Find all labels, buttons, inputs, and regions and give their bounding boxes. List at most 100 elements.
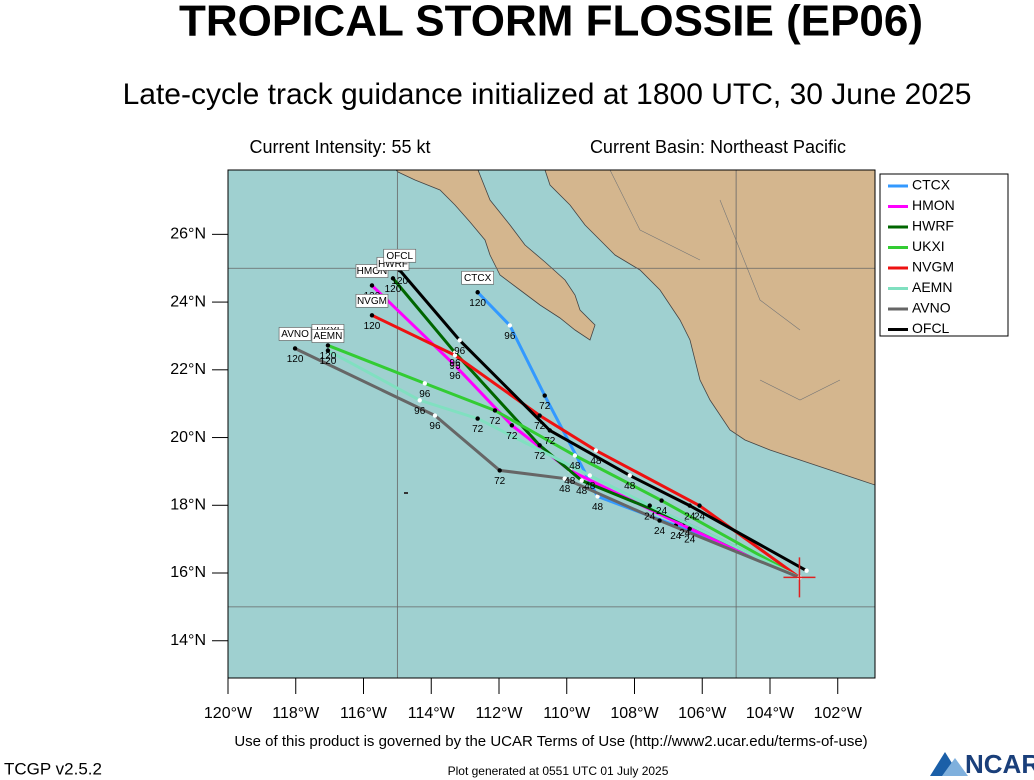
hour-label: 96 bbox=[419, 389, 431, 400]
track-point bbox=[537, 413, 542, 418]
hour-label: 48 bbox=[576, 486, 588, 497]
hour-label: 24 bbox=[670, 531, 682, 542]
x-tick-label: 116°W bbox=[340, 705, 388, 722]
track-point bbox=[369, 313, 375, 318]
y-tick-label: 26°N bbox=[170, 226, 206, 243]
hour-label: 48 bbox=[592, 502, 604, 513]
track-line bbox=[327, 344, 801, 579]
y-tick-label: 14°N bbox=[170, 632, 206, 649]
hour-label: 72 bbox=[489, 416, 501, 427]
hour-label: 120 bbox=[469, 298, 486, 309]
hour-label: 24 bbox=[684, 534, 696, 545]
y-tick-label: 20°N bbox=[170, 429, 206, 446]
track-point bbox=[659, 498, 664, 503]
track-name-box bbox=[461, 270, 494, 285]
basin: Current Basin: Northeast Pacific bbox=[590, 137, 846, 157]
legend-label: OFCL bbox=[912, 320, 950, 336]
logo-text: NCAR bbox=[965, 749, 1034, 779]
track-point bbox=[542, 393, 547, 398]
hour-label: 120 bbox=[320, 356, 337, 367]
x-tick-label: 114°W bbox=[408, 705, 456, 722]
hour-label: 120 bbox=[287, 354, 304, 365]
hour-label: 24 bbox=[644, 511, 656, 522]
terms: Use of this product is governed by the U… bbox=[234, 733, 867, 750]
track-point bbox=[547, 428, 553, 433]
hour-label: 48 bbox=[624, 481, 636, 492]
track-line bbox=[371, 313, 801, 579]
track-point bbox=[452, 353, 458, 358]
track-name: OFCL bbox=[386, 251, 413, 262]
x-tick-label: 112°W bbox=[475, 705, 523, 722]
hour-label: 48 bbox=[564, 476, 576, 487]
hour-label: 72 bbox=[539, 401, 551, 412]
x-tick-label: 104°W bbox=[746, 705, 795, 722]
hour-label: 24 bbox=[656, 506, 668, 517]
hour-label: 120 bbox=[364, 321, 381, 332]
legend-label: NVGM bbox=[912, 259, 954, 275]
track-point bbox=[325, 348, 331, 353]
track-point bbox=[497, 468, 502, 473]
track-name-box bbox=[383, 248, 417, 263]
island bbox=[404, 492, 408, 494]
baja bbox=[395, 170, 596, 341]
hour-label: 96 bbox=[429, 421, 441, 432]
track-point bbox=[804, 568, 809, 573]
version: TCGP v2.5.2 bbox=[4, 759, 102, 778]
track-point bbox=[422, 381, 428, 386]
x-tick-label: 120°W bbox=[204, 705, 253, 722]
track-point bbox=[562, 476, 567, 481]
track-point bbox=[595, 494, 600, 499]
track-name: HMON bbox=[357, 266, 388, 277]
track-point bbox=[432, 413, 438, 418]
x-tick-label: 118°W bbox=[272, 705, 320, 722]
mainland bbox=[544, 170, 875, 486]
track-point bbox=[647, 503, 652, 508]
legend-label: UKXI bbox=[912, 238, 945, 254]
hour-label: 48 bbox=[584, 481, 596, 492]
hour-label: 24 bbox=[654, 526, 666, 537]
track-point bbox=[325, 343, 331, 348]
hour-label: 72 bbox=[544, 436, 556, 447]
hour-label: 120 bbox=[320, 351, 337, 362]
legend-label: HWRF bbox=[912, 218, 954, 234]
land bbox=[395, 170, 875, 494]
hour-label: 72 bbox=[534, 421, 546, 432]
track-point bbox=[627, 473, 632, 478]
track-point bbox=[657, 518, 662, 523]
track-line bbox=[327, 349, 801, 579]
legend-label: CTCX bbox=[912, 177, 951, 193]
title: TROPICAL STORM FLOSSIE (EP06) bbox=[179, 0, 923, 46]
track-point bbox=[509, 423, 515, 428]
hour-label: 120 bbox=[391, 276, 408, 287]
y-tick-label: 16°N bbox=[170, 564, 206, 581]
track-name-box bbox=[355, 293, 389, 308]
hour-label: 48 bbox=[590, 456, 602, 467]
track-name: HWRF bbox=[378, 259, 408, 270]
track-point bbox=[417, 398, 422, 403]
hour-label: 96 bbox=[449, 361, 461, 372]
storm-position bbox=[783, 557, 816, 598]
logo: NCAR bbox=[930, 749, 1034, 779]
intensity: Current Intensity: 55 kt bbox=[249, 137, 430, 157]
legend-label: AEMN bbox=[912, 279, 952, 295]
legend-label: AVNO bbox=[912, 300, 951, 316]
track-point bbox=[572, 453, 578, 458]
state-borders bbox=[609, 170, 841, 401]
track-point bbox=[390, 276, 396, 281]
track-name: AEMN bbox=[313, 331, 342, 342]
hour-label: 72 bbox=[534, 451, 546, 462]
hour-label: 96 bbox=[454, 346, 466, 357]
generated: Plot generated at 0551 UTC 01 July 2025 bbox=[448, 764, 669, 778]
track-point bbox=[457, 338, 462, 343]
subtitle: Late-cycle track guidance initialized at… bbox=[123, 78, 972, 111]
y-tick-label: 18°N bbox=[170, 496, 206, 513]
y-tick-label: 22°N bbox=[170, 361, 206, 378]
track-point bbox=[587, 473, 592, 478]
y-tick-label: 24°N bbox=[170, 293, 206, 310]
hour-label: 96 bbox=[414, 406, 426, 417]
track-point bbox=[369, 283, 375, 288]
hour-label: 96 bbox=[449, 371, 461, 382]
hour-label: 72 bbox=[472, 424, 484, 435]
hour-label: 48 bbox=[559, 484, 571, 495]
